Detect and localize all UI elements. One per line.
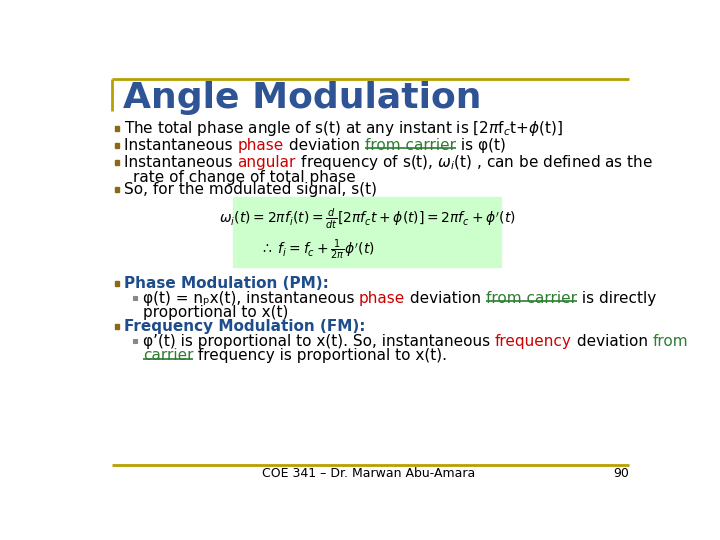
Bar [132,296,137,300]
Bar [132,339,137,343]
Text: from carrier: from carrier [365,138,456,153]
Text: deviation: deviation [284,138,365,153]
Bar [114,281,120,286]
Text: frequency: frequency [495,334,572,349]
Text: angular: angular [238,155,296,170]
Text: carrier: carrier [143,348,193,363]
Text: Angle Modulation: Angle Modulation [122,81,481,115]
Text: Phase Modulation (PM):: Phase Modulation (PM): [124,276,329,291]
Text: Instantaneous: Instantaneous [124,138,238,153]
Text: phase: phase [359,291,405,306]
Text: Instantaneous: Instantaneous [124,155,238,170]
Text: φ’(t) is proportional to x(t). So, instantaneous: φ’(t) is proportional to x(t). So, insta… [143,334,495,349]
Text: $\omega_i(t) = 2\pi f_i(t) = \frac{d}{dt}[2\pi f_c t + \phi(t)] = 2\pi f_c + \ph: $\omega_i(t) = 2\pi f_i(t) = \frac{d}{dt… [219,207,516,231]
Text: rate of change of total phase: rate of change of total phase [133,170,356,185]
Text: is φ(t): is φ(t) [456,138,505,153]
Bar [233,197,500,267]
Text: phase: phase [238,138,284,153]
Text: deviation: deviation [405,291,486,306]
Text: The total phase angle of s(t) at any instant is [2$\pi$f$_c$t+$\phi$(t)]: The total phase angle of s(t) at any ins… [124,119,563,138]
Bar [114,143,120,148]
Text: φ(t) = nₚx(t), instantaneous: φ(t) = nₚx(t), instantaneous [143,291,359,306]
Text: frequency of s(t), $\omega_i$(t) , can be defined as the: frequency of s(t), $\omega_i$(t) , can b… [296,153,653,172]
Text: proportional to x(t): proportional to x(t) [143,305,288,320]
Text: frequency is proportional to x(t).: frequency is proportional to x(t). [193,348,447,363]
Text: is directly: is directly [577,291,657,306]
Text: from: from [652,334,688,349]
Bar [114,187,120,192]
Text: COE 341 – Dr. Marwan Abu-Amara: COE 341 – Dr. Marwan Abu-Amara [262,467,476,480]
Text: So, for the modulated signal, s(t): So, for the modulated signal, s(t) [124,182,377,197]
Text: Frequency Modulation (FM):: Frequency Modulation (FM): [124,319,366,334]
Text: deviation: deviation [572,334,652,349]
Bar [114,325,120,329]
Bar [114,126,120,131]
Text: $\therefore \; f_i = f_c + \frac{1}{2\pi}\phi'(t)$: $\therefore \; f_i = f_c + \frac{1}{2\pi… [261,238,375,262]
Bar [114,160,120,165]
Text: 90: 90 [613,467,629,480]
Text: from carrier: from carrier [486,291,577,306]
